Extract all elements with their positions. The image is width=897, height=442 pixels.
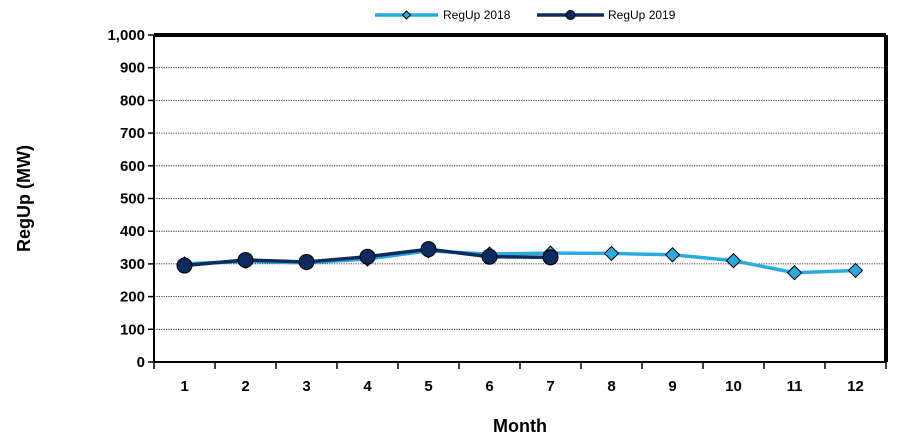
y-tick-label: 100	[120, 321, 145, 338]
x-axis-title: Month	[493, 416, 547, 436]
x-tick-label: 3	[302, 378, 310, 395]
data-point	[664, 247, 681, 263]
x-tick-label: 11	[787, 378, 803, 395]
y-tick-label: 300	[120, 256, 145, 273]
data-point	[725, 252, 742, 269]
y-tick-label: 600	[120, 158, 145, 175]
series-2	[176, 241, 559, 274]
gridlines	[154, 67, 886, 330]
x-tick-label: 4	[363, 378, 372, 395]
y-tick-label: 200	[120, 289, 145, 306]
data-point	[603, 245, 620, 262]
data-point	[420, 241, 437, 258]
data-point	[298, 253, 315, 270]
legend-marker	[401, 10, 412, 20]
data-point	[359, 248, 376, 265]
x-tick-label: 5	[424, 378, 432, 395]
data-point	[481, 248, 498, 265]
x-tick-label: 1	[180, 378, 188, 395]
y-tick-label: 800	[120, 92, 145, 109]
legend-item: RegUp 2018	[375, 8, 511, 22]
data-point	[847, 262, 864, 279]
y-tick-label: 0	[137, 354, 145, 371]
legend-label: RegUp 2019	[608, 8, 676, 22]
y-tick-label: 900	[120, 60, 145, 77]
legend-item: RegUp 2019	[537, 8, 676, 22]
legend-marker	[565, 10, 576, 20]
y-tick-label: 1,000	[107, 27, 145, 44]
data-point	[237, 251, 254, 268]
x-tick-label: 7	[546, 378, 554, 395]
legend: RegUp 2018 RegUp 2019	[375, 8, 676, 22]
series	[176, 241, 864, 281]
y-tick-label: 700	[120, 125, 145, 142]
y-axis-title: RegUp (MW)	[14, 145, 34, 252]
data-point	[542, 249, 559, 266]
y-tick-label: 400	[120, 223, 145, 240]
x-tick-label: 12	[847, 378, 864, 395]
x-tick-label: 6	[485, 378, 493, 395]
x-tick-label: 10	[725, 378, 742, 395]
x-tick-label: 9	[668, 378, 676, 395]
x-tick-label: 8	[607, 378, 615, 395]
legend-label: RegUp 2018	[443, 8, 511, 22]
data-point	[176, 257, 193, 274]
data-point	[786, 265, 803, 281]
x-tick-label: 2	[241, 378, 249, 395]
y-tick-label: 500	[120, 191, 145, 208]
